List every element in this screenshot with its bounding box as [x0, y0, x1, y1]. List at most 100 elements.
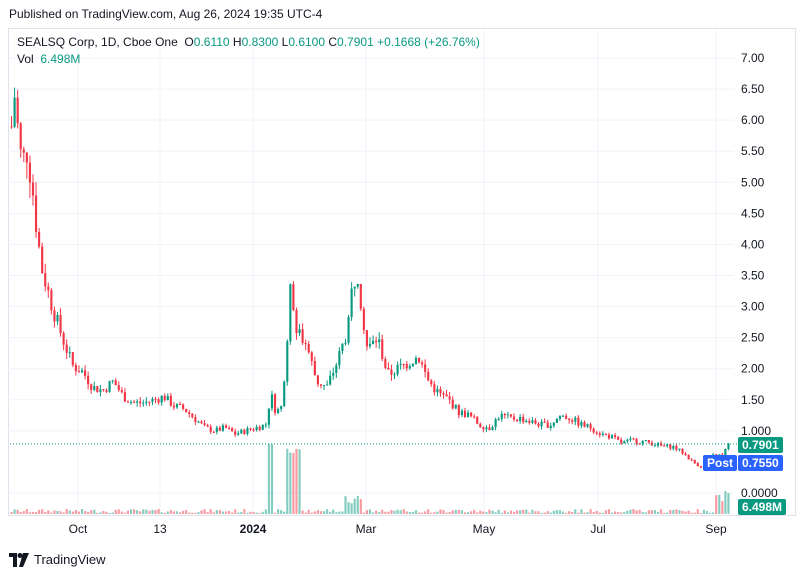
candle-body: [56, 314, 59, 322]
candle-body: [224, 425, 228, 428]
candle-body: [136, 401, 139, 403]
candle-body: [203, 423, 206, 426]
candle-body: [200, 421, 203, 424]
volume-bar: [540, 512, 543, 514]
candle-body: [255, 426, 258, 431]
candle-body: [509, 414, 513, 417]
volume-bar: [580, 509, 583, 514]
candle-body: [206, 425, 209, 427]
volume-bar: [537, 511, 540, 514]
candle-body: [675, 445, 678, 450]
candle-body: [246, 428, 249, 434]
volume-bar: [552, 510, 555, 514]
candle-body: [160, 395, 163, 403]
volume-bar: [182, 510, 185, 514]
candle-body: [157, 399, 160, 403]
volume-bar: [534, 511, 537, 514]
candle-body: [215, 427, 218, 432]
candle-body: [310, 352, 313, 361]
candle-body: [387, 367, 390, 370]
volume-bar: [255, 512, 258, 514]
volume-bar: [154, 510, 157, 514]
candle-body: [598, 433, 601, 435]
high-value: 0.8300: [241, 35, 279, 49]
candle-body: [38, 231, 41, 247]
candle-body: [341, 343, 344, 352]
candle-body: [384, 359, 387, 368]
volume-bar: [473, 509, 476, 514]
candle-body: [525, 420, 528, 423]
candle-body: [209, 426, 212, 432]
volume-bar: [335, 512, 338, 514]
candle-body: [117, 385, 120, 391]
volume-bar: [102, 511, 105, 514]
volume-bar: [721, 501, 724, 514]
volume-bar: [381, 509, 384, 514]
volume-bar: [237, 512, 240, 514]
candle-body: [565, 415, 568, 419]
volume-bar: [509, 510, 513, 514]
candle-body: [319, 384, 323, 386]
volume-bar: [693, 512, 696, 514]
volume-bar: [663, 512, 666, 514]
volume-bar: [273, 512, 277, 514]
candle-body: [148, 401, 151, 403]
candle-body: [555, 418, 558, 423]
candle-body: [442, 393, 445, 395]
candle-body: [561, 415, 565, 417]
candle-body: [197, 421, 200, 423]
volume-bar: [485, 512, 488, 514]
candle-body: [381, 339, 384, 360]
footer-brand[interactable]: TradingView: [9, 552, 106, 567]
volume-bar: [522, 509, 525, 514]
volume-bar: [617, 512, 620, 514]
candle-body: [338, 351, 341, 366]
candle-body: [457, 404, 460, 416]
volume-bar: [172, 511, 175, 514]
volume-bar: [405, 511, 408, 514]
volume-bar: [626, 510, 629, 514]
volume-bar: [221, 511, 225, 514]
candle-body: [577, 417, 580, 426]
candle-body: [641, 440, 644, 444]
volume-bar: [702, 509, 706, 514]
volume-bar: [712, 512, 715, 514]
candle-body: [332, 372, 335, 376]
candle-body: [647, 440, 650, 443]
candle-body: [304, 342, 307, 344]
candle-body: [454, 404, 457, 409]
volume-bar: [503, 510, 506, 514]
candle-body: [604, 433, 607, 435]
volume-bar: [77, 511, 81, 514]
volume-bar: [555, 509, 558, 514]
volume-bar: [194, 512, 197, 514]
volume-bar: [209, 509, 212, 514]
candle-body: [583, 422, 586, 427]
volume-bar: [338, 511, 341, 514]
candle-body: [408, 366, 411, 369]
volume-bar: [322, 511, 326, 514]
candle-body: [473, 416, 476, 418]
candle-body: [31, 182, 35, 196]
symbol-legend: SEALSQ Corp, 1D, Cboe One O0.6110 H0.830…: [17, 35, 480, 49]
candle-body: [479, 423, 482, 428]
volume-bar: [34, 512, 38, 514]
volume-bar: [151, 509, 154, 514]
volume-bar: [71, 511, 74, 514]
y-tick-label: 1.000: [741, 424, 771, 438]
candle-body: [194, 417, 197, 422]
candle-body: [19, 123, 22, 150]
y-tick-label: 2.50: [741, 331, 765, 345]
volume-bar: [678, 510, 681, 514]
candle-body: [663, 445, 666, 447]
candle-body: [292, 284, 295, 311]
candle-body: [512, 416, 516, 420]
candle-body: [359, 284, 362, 309]
volume-bar: [332, 509, 335, 514]
close-value: 0.7901: [337, 35, 374, 49]
candle-body: [626, 439, 629, 442]
open-value: 0.6110: [193, 35, 230, 49]
candle-body: [258, 426, 261, 430]
volume-bar: [656, 511, 660, 514]
